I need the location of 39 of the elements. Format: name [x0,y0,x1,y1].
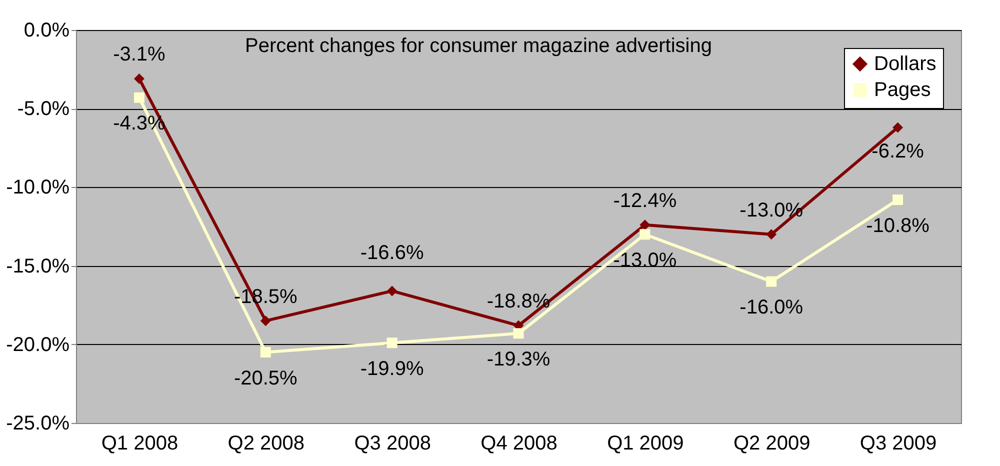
point [892,122,904,133]
x-tick-label: Q1 2009 [607,432,684,454]
y-tick-label: -15.0% [6,255,70,278]
point [260,347,271,358]
point [766,276,777,287]
point [640,229,650,240]
x-tick-label: Q2 2008 [228,432,305,454]
y-tick-label: -10.0% [6,176,70,199]
data-label: -19.3% [486,348,550,370]
x-tick-label: Q3 2008 [354,432,431,454]
y-tick-label: -20.0% [6,334,70,356]
x-tick-label: Q4 2008 [480,432,558,454]
data-label: -18.8% [486,290,550,313]
point [386,286,398,296]
y-tick-label: -5.0% [17,98,70,120]
x-tick-label: Q3 2009 [860,432,937,454]
data-label: -16.6% [360,242,424,264]
x-tick-label: Q1 2008 [101,432,178,454]
legend-label: Pages [874,79,931,101]
point [134,73,144,84]
data-label: -10.8% [866,214,930,237]
data-label: -6.2% [872,140,924,162]
point [640,220,650,230]
data-label: -16.0% [740,296,804,319]
y-tick-label: -25.0% [6,412,70,434]
data-label: -12.4% [613,190,677,212]
x-tick-label: Q2 2009 [733,432,810,454]
point [134,92,144,103]
legend-label: Dollars [874,53,936,75]
point [766,229,777,240]
y-tick-label: 0.0% [24,20,70,42]
data-label: -20.5% [234,367,298,390]
data-label: -19.9% [360,358,424,380]
data-label: -3.1% [113,44,166,66]
point [892,194,904,206]
point [513,328,524,339]
point [386,338,398,348]
chart-title: Percent changes for consumer magazine advertising [245,35,712,57]
point [260,316,271,326]
